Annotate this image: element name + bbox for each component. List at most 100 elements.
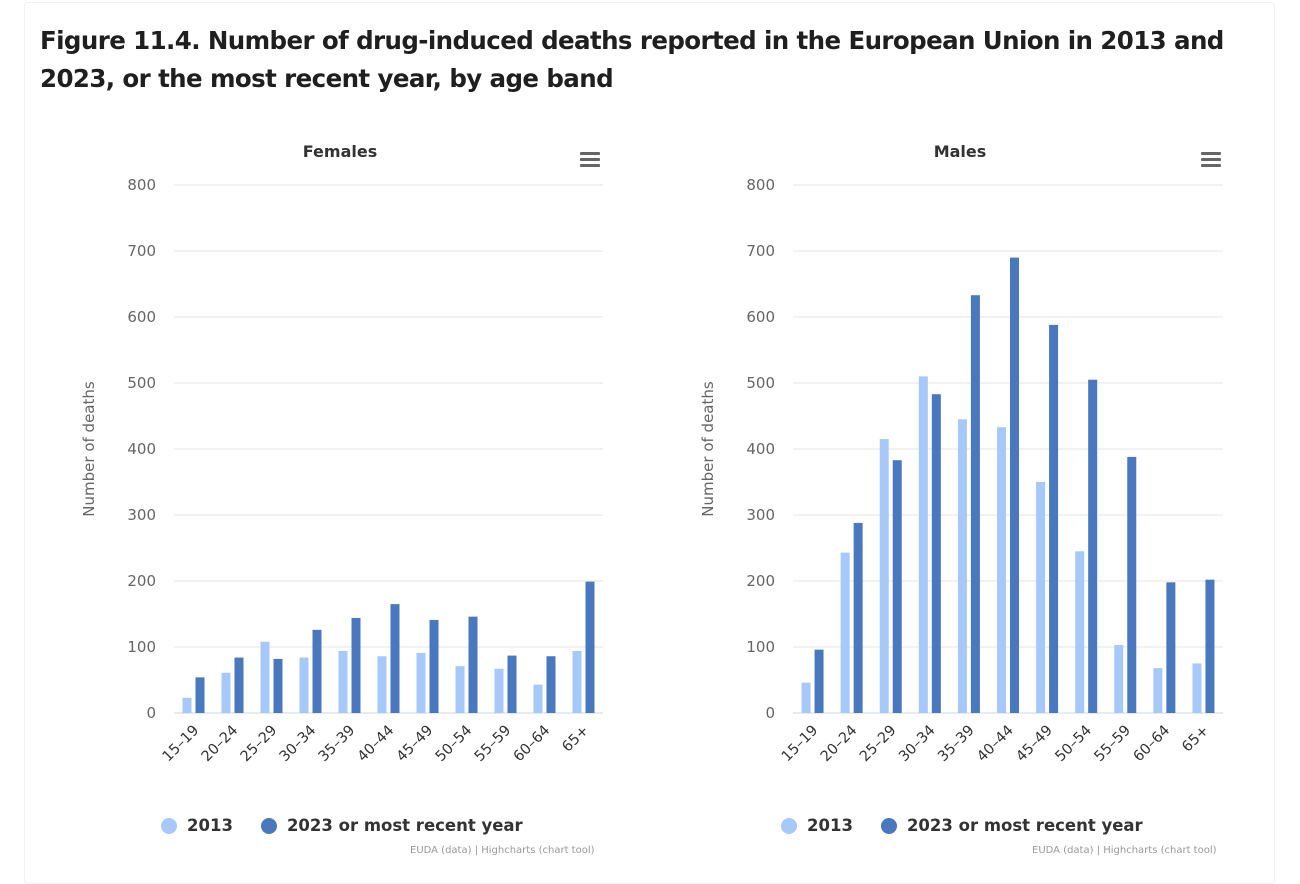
bar-2023 xyxy=(970,295,980,713)
bar-2023 xyxy=(1205,579,1215,713)
hamburger-menu-icon[interactable] xyxy=(1201,152,1221,168)
figure-title: Figure 11.4. Number of drug-induced deat… xyxy=(40,26,1224,93)
bar-2023 xyxy=(853,522,863,713)
y-axis-title: Number of deaths xyxy=(699,381,717,517)
bar-2013 xyxy=(918,376,928,713)
chart-females-plot: 0 100 200 300 400 500 600 700 800 Number of death… xyxy=(80,176,603,766)
bar-2023 xyxy=(273,658,283,713)
y-tick-label: 700 xyxy=(746,242,775,260)
chart-credits[interactable]: EUDA (data) | Highcharts (chart tool) xyxy=(410,845,595,856)
y-tick-label: 700 xyxy=(127,242,156,260)
x-tick-label: 20–24 xyxy=(199,723,242,766)
y-tick-label: 500 xyxy=(127,374,156,392)
bar-2023 xyxy=(931,394,941,713)
bar-2023 xyxy=(546,656,556,713)
legend-item-2013[interactable]: 2013 xyxy=(161,816,233,835)
bar-2013 xyxy=(182,697,192,713)
x-tick-label: 60–64 xyxy=(511,723,554,766)
bar-2013 xyxy=(1075,551,1085,713)
legend-dot-2023 xyxy=(260,817,277,834)
bar-2023 xyxy=(234,657,244,713)
bar-2013 xyxy=(879,439,889,713)
bar-2013 xyxy=(299,657,309,713)
chart-credits[interactable]: EUDA (data) | Highcharts (chart tool) xyxy=(1032,845,1217,856)
y-tick-label: 100 xyxy=(746,638,775,656)
legend-dot-2023 xyxy=(880,817,897,834)
y-tick-label: 600 xyxy=(746,308,775,326)
x-tick-label: 15–19 xyxy=(160,723,203,766)
x-tick-label: 65+ xyxy=(559,723,592,756)
y-tick-label: 300 xyxy=(127,506,156,524)
bar-2023 xyxy=(351,617,361,713)
x-tick-label: 60–64 xyxy=(1131,723,1174,766)
bar-2023 xyxy=(429,619,439,713)
x-tick-label: 20–24 xyxy=(818,723,861,766)
y-tick-label: 500 xyxy=(746,374,775,392)
hamburger-menu-icon[interactable] xyxy=(580,152,600,168)
bar-2013 xyxy=(957,419,967,713)
y-tick-label: 200 xyxy=(746,572,775,590)
legend-item-2013[interactable]: 2013 xyxy=(781,816,853,835)
x-tick-label: 35–39 xyxy=(316,723,359,766)
x-tick-label: 65+ xyxy=(1179,723,1212,756)
chart-title: Males xyxy=(933,142,987,161)
y-axis-title: Number of deaths xyxy=(80,381,98,517)
legend-dot-2013 xyxy=(781,817,797,834)
chart-males: 0 100 200 300 400 500 600 700 800 Number of death… xyxy=(640,130,1240,865)
x-tick-label: 25–29 xyxy=(857,723,900,766)
bar-2013 xyxy=(801,682,811,713)
x-tick-label: 15–19 xyxy=(779,723,822,766)
y-tick-label: 200 xyxy=(127,572,156,590)
bar-2023 xyxy=(1127,456,1137,713)
bar-2013 xyxy=(997,427,1006,713)
y-tick-label: 800 xyxy=(127,176,156,194)
legend-label: 2013 xyxy=(187,816,233,835)
x-tick-label: 55–59 xyxy=(472,723,515,766)
bar-2023 xyxy=(390,604,400,713)
legend-item-2023[interactable]: 2023 or most recent year xyxy=(880,816,1143,835)
x-tick-label: 50–54 xyxy=(433,723,476,766)
chart-legend: 2013 2023 or most recent year xyxy=(781,816,1171,835)
bar-2023 xyxy=(1049,324,1059,713)
bar-2013 xyxy=(494,668,504,713)
bar-2013 xyxy=(455,666,465,713)
x-tick-label: 40–44 xyxy=(355,723,398,766)
bar-2023 xyxy=(312,629,322,713)
bar-2023 xyxy=(1166,582,1176,713)
bar-2013 xyxy=(221,672,231,713)
bar-2023 xyxy=(195,677,205,713)
legend-item-2023[interactable]: 2023 or most recent year xyxy=(260,816,523,835)
bar-2013 xyxy=(338,650,348,713)
y-tick-label: 300 xyxy=(746,506,775,524)
bar-2013 xyxy=(260,641,270,713)
y-tick-label: 0 xyxy=(146,704,156,722)
bar-2013 xyxy=(1036,482,1046,713)
y-tick-label: 0 xyxy=(765,704,775,722)
x-tick-label: 25–29 xyxy=(238,723,281,766)
bar-2013 xyxy=(377,656,387,713)
y-tick-label: 400 xyxy=(127,440,156,458)
chart-legend: 2013 2023 or most recent year xyxy=(161,816,551,835)
chart-males-plot: 0 100 200 300 400 500 600 700 800 Number of death… xyxy=(699,176,1223,766)
x-tick-label: 35–39 xyxy=(935,723,978,766)
y-tick-label: 600 xyxy=(127,308,156,326)
legend-dot-2013 xyxy=(161,817,177,834)
y-tick-label: 800 xyxy=(746,176,775,194)
y-tick-label: 100 xyxy=(127,638,156,656)
bar-2013 xyxy=(840,552,850,713)
bar-2023 xyxy=(1088,379,1098,713)
bar-2013 xyxy=(1192,663,1202,713)
bar-2023 xyxy=(1010,257,1019,713)
bar-2023 xyxy=(814,649,824,713)
bar-2023 xyxy=(892,460,902,713)
bar-2013 xyxy=(533,684,543,713)
x-tick-label: 30–34 xyxy=(896,723,939,766)
x-tick-label: 40–44 xyxy=(974,723,1017,766)
x-tick-label: 45–49 xyxy=(394,723,437,766)
bar-2013 xyxy=(1153,668,1163,713)
legend-label: 2013 xyxy=(807,816,853,835)
bar-2013 xyxy=(572,650,582,713)
bar-2023 xyxy=(585,581,595,713)
x-tick-label: 50–54 xyxy=(1052,723,1095,766)
x-tick-label: 30–34 xyxy=(277,723,320,766)
